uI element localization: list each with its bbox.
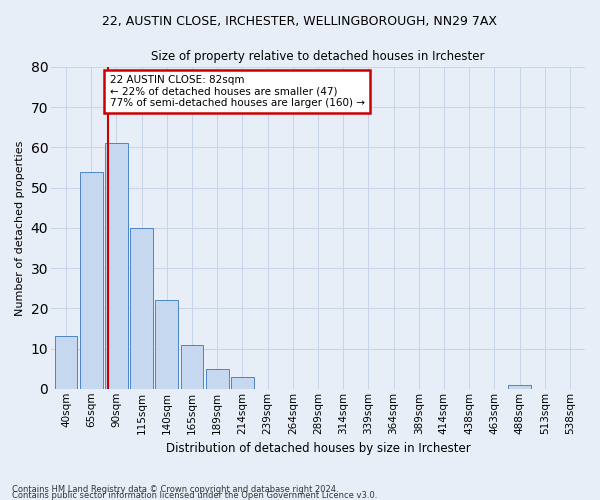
Bar [80, 172, 103, 389]
X-axis label: Distribution of detached houses by size in Irchester: Distribution of detached houses by size … [166, 442, 470, 455]
Bar [130, 228, 153, 389]
Text: Contains HM Land Registry data © Crown copyright and database right 2024.: Contains HM Land Registry data © Crown c… [12, 486, 338, 494]
Y-axis label: Number of detached properties: Number of detached properties [15, 140, 25, 316]
Text: Contains public sector information licensed under the Open Government Licence v3: Contains public sector information licen… [12, 492, 377, 500]
Bar [206, 368, 229, 389]
Bar [508, 384, 531, 389]
Text: 22, AUSTIN CLOSE, IRCHESTER, WELLINGBOROUGH, NN29 7AX: 22, AUSTIN CLOSE, IRCHESTER, WELLINGBORO… [103, 15, 497, 28]
Bar [55, 336, 77, 389]
Bar [155, 300, 178, 389]
Title: Size of property relative to detached houses in Irchester: Size of property relative to detached ho… [151, 50, 485, 63]
Bar [181, 344, 203, 389]
Text: 22 AUSTIN CLOSE: 82sqm
← 22% of detached houses are smaller (47)
77% of semi-det: 22 AUSTIN CLOSE: 82sqm ← 22% of detached… [110, 75, 365, 108]
Bar [105, 144, 128, 389]
Bar [231, 376, 254, 389]
